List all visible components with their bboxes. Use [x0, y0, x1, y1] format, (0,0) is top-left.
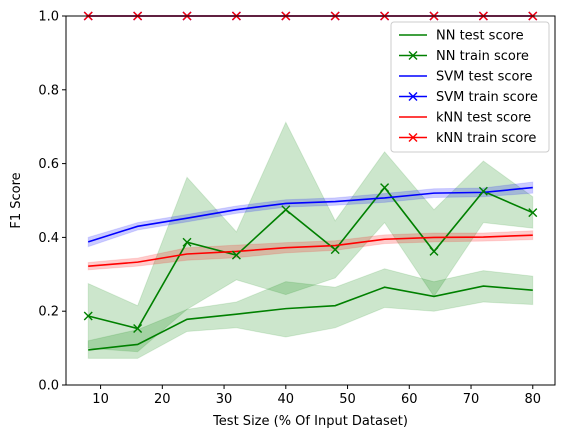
- nn-test-score-line: [88, 285, 533, 351]
- legend-box: [390, 21, 550, 153]
- nn-train-score-point: [281, 205, 291, 215]
- legend: NN test score NN train score SVM test scor…: [390, 21, 550, 153]
- legend-entry-svm-test-score: SVM test score: [399, 70, 533, 85]
- y-tick-label: 0.4: [38, 231, 59, 246]
- y-tick-label: 1.0: [38, 10, 59, 25]
- y-tick-label: 0.6: [38, 157, 59, 172]
- nn-train-score-point: [429, 246, 439, 256]
- nn-train-score-point: [528, 208, 538, 218]
- legend-entry-nn-test-score: NN test score: [399, 29, 524, 44]
- nn-train-score-point: [83, 311, 93, 321]
- nn-train-score-point: [478, 186, 488, 196]
- legend-entry-knn-test-score: kNN test score: [399, 111, 531, 126]
- x-tick-label: 60: [401, 392, 418, 407]
- legend-entry-knn-train-score: kNN train score: [399, 131, 536, 146]
- svm-test-score-band: [87, 181, 534, 248]
- legend-label: kNN train score: [436, 131, 536, 146]
- legend-label: SVM train score: [436, 90, 538, 105]
- legend-label: NN train score: [436, 49, 529, 64]
- nn-test-score-band: [87, 268, 534, 359]
- legend-label: kNN test score: [436, 111, 531, 126]
- y-axis-ticks: 0.0 0.2 0.4 0.6 0.8 1.0: [38, 10, 66, 394]
- nn-train-score-point: [133, 324, 143, 334]
- x-tick-label: 70: [463, 392, 480, 407]
- legend-label: NN test score: [436, 29, 524, 44]
- svm-test-score-line: [87, 186, 533, 243]
- nn-train-score-point: [380, 183, 390, 193]
- y-tick-label: 0.2: [38, 305, 59, 320]
- x-tick-label: 50: [339, 392, 356, 407]
- legend-label: SVM test score: [436, 70, 533, 85]
- nn-train-score-band: [87, 121, 534, 353]
- y-tick-label: 0.8: [38, 83, 59, 98]
- legend-entry-nn-train-score: NN train score: [399, 49, 529, 64]
- x-axis-ticks: 10 20 30 40 50 60 70 80: [92, 385, 541, 407]
- x-tick-label: 20: [154, 392, 171, 407]
- x-tick-label: 80: [524, 392, 541, 407]
- nn-train-score-point: [330, 245, 340, 255]
- x-tick-label: 40: [278, 392, 295, 407]
- knn-test-score-line: [88, 234, 533, 267]
- plot-frame: [65, 15, 556, 386]
- x-tick-label: 30: [216, 392, 233, 407]
- x-tick-label: 10: [92, 392, 109, 407]
- y-axis-title: F1 Score: [9, 172, 24, 228]
- legend-entry-svm-train-score: SVM train score: [399, 90, 538, 105]
- nn-train-score-line: [88, 186, 534, 330]
- y-tick-label: 0.0: [38, 379, 59, 394]
- nn-train-score-point: [182, 237, 192, 247]
- nn-train-score-point: [231, 250, 241, 260]
- x-axis-title: Test Size (% Of Input Dataset): [212, 414, 408, 429]
- knn-test-score-band: [87, 230, 534, 271]
